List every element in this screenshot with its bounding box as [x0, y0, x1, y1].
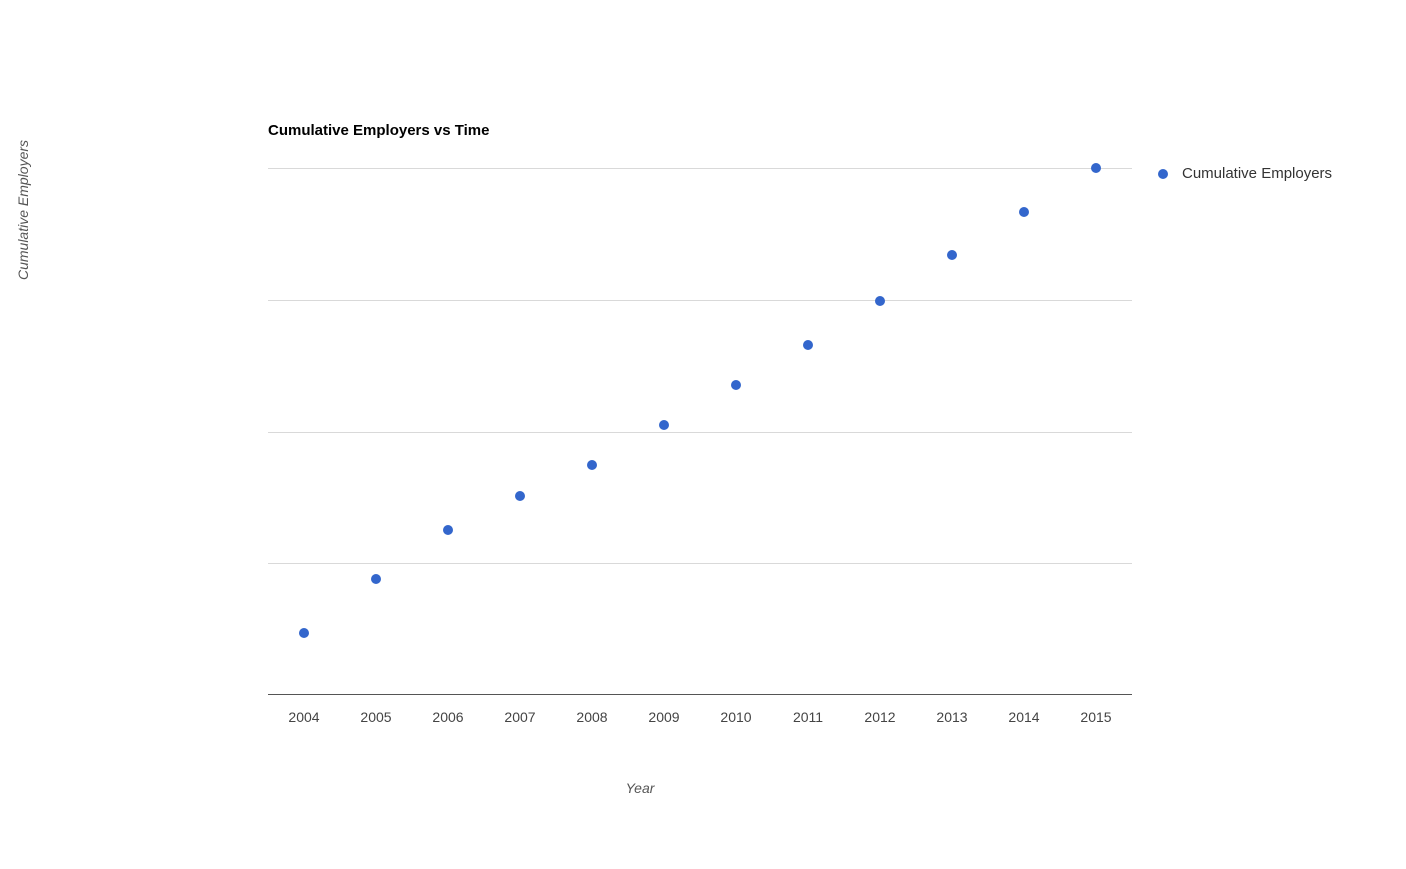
- gridline: [268, 168, 1132, 169]
- x-axis-line: [268, 694, 1132, 695]
- x-tick-label: 2006: [428, 709, 468, 725]
- data-point: [659, 420, 669, 430]
- y-axis-label: Cumulative Employers: [15, 110, 31, 310]
- x-tick-label: 2013: [932, 709, 972, 725]
- x-tick-label: 2005: [356, 709, 396, 725]
- x-tick-label: 2014: [1004, 709, 1044, 725]
- data-point: [443, 525, 453, 535]
- x-tick-label: 2004: [284, 709, 324, 725]
- legend-label: Cumulative Employers: [1182, 165, 1332, 182]
- data-point: [803, 340, 813, 350]
- data-point: [515, 491, 525, 501]
- gridline: [268, 563, 1132, 564]
- legend-marker: [1158, 169, 1168, 179]
- chart-container: Cumulative Employers vs Time Cumulative …: [110, 110, 1390, 830]
- data-point: [299, 628, 309, 638]
- chart-title: Cumulative Employers vs Time: [268, 122, 489, 139]
- data-point: [731, 380, 741, 390]
- data-point: [1091, 163, 1101, 173]
- x-axis-label: Year: [590, 780, 690, 796]
- data-point: [1019, 207, 1029, 217]
- x-tick-label: 2007: [500, 709, 540, 725]
- data-point: [947, 250, 957, 260]
- data-point: [371, 574, 381, 584]
- x-tick-label: 2012: [860, 709, 900, 725]
- data-point: [587, 460, 597, 470]
- x-tick-label: 2008: [572, 709, 612, 725]
- gridline: [268, 432, 1132, 433]
- data-point: [875, 296, 885, 306]
- plot-area: 2004200520062007200820092010201120122013…: [268, 155, 1132, 695]
- gridline: [268, 300, 1132, 301]
- x-tick-label: 2015: [1076, 709, 1116, 725]
- x-tick-label: 2009: [644, 709, 684, 725]
- legend: Cumulative Employers: [1158, 165, 1332, 182]
- x-tick-label: 2011: [788, 709, 828, 725]
- x-tick-label: 2010: [716, 709, 756, 725]
